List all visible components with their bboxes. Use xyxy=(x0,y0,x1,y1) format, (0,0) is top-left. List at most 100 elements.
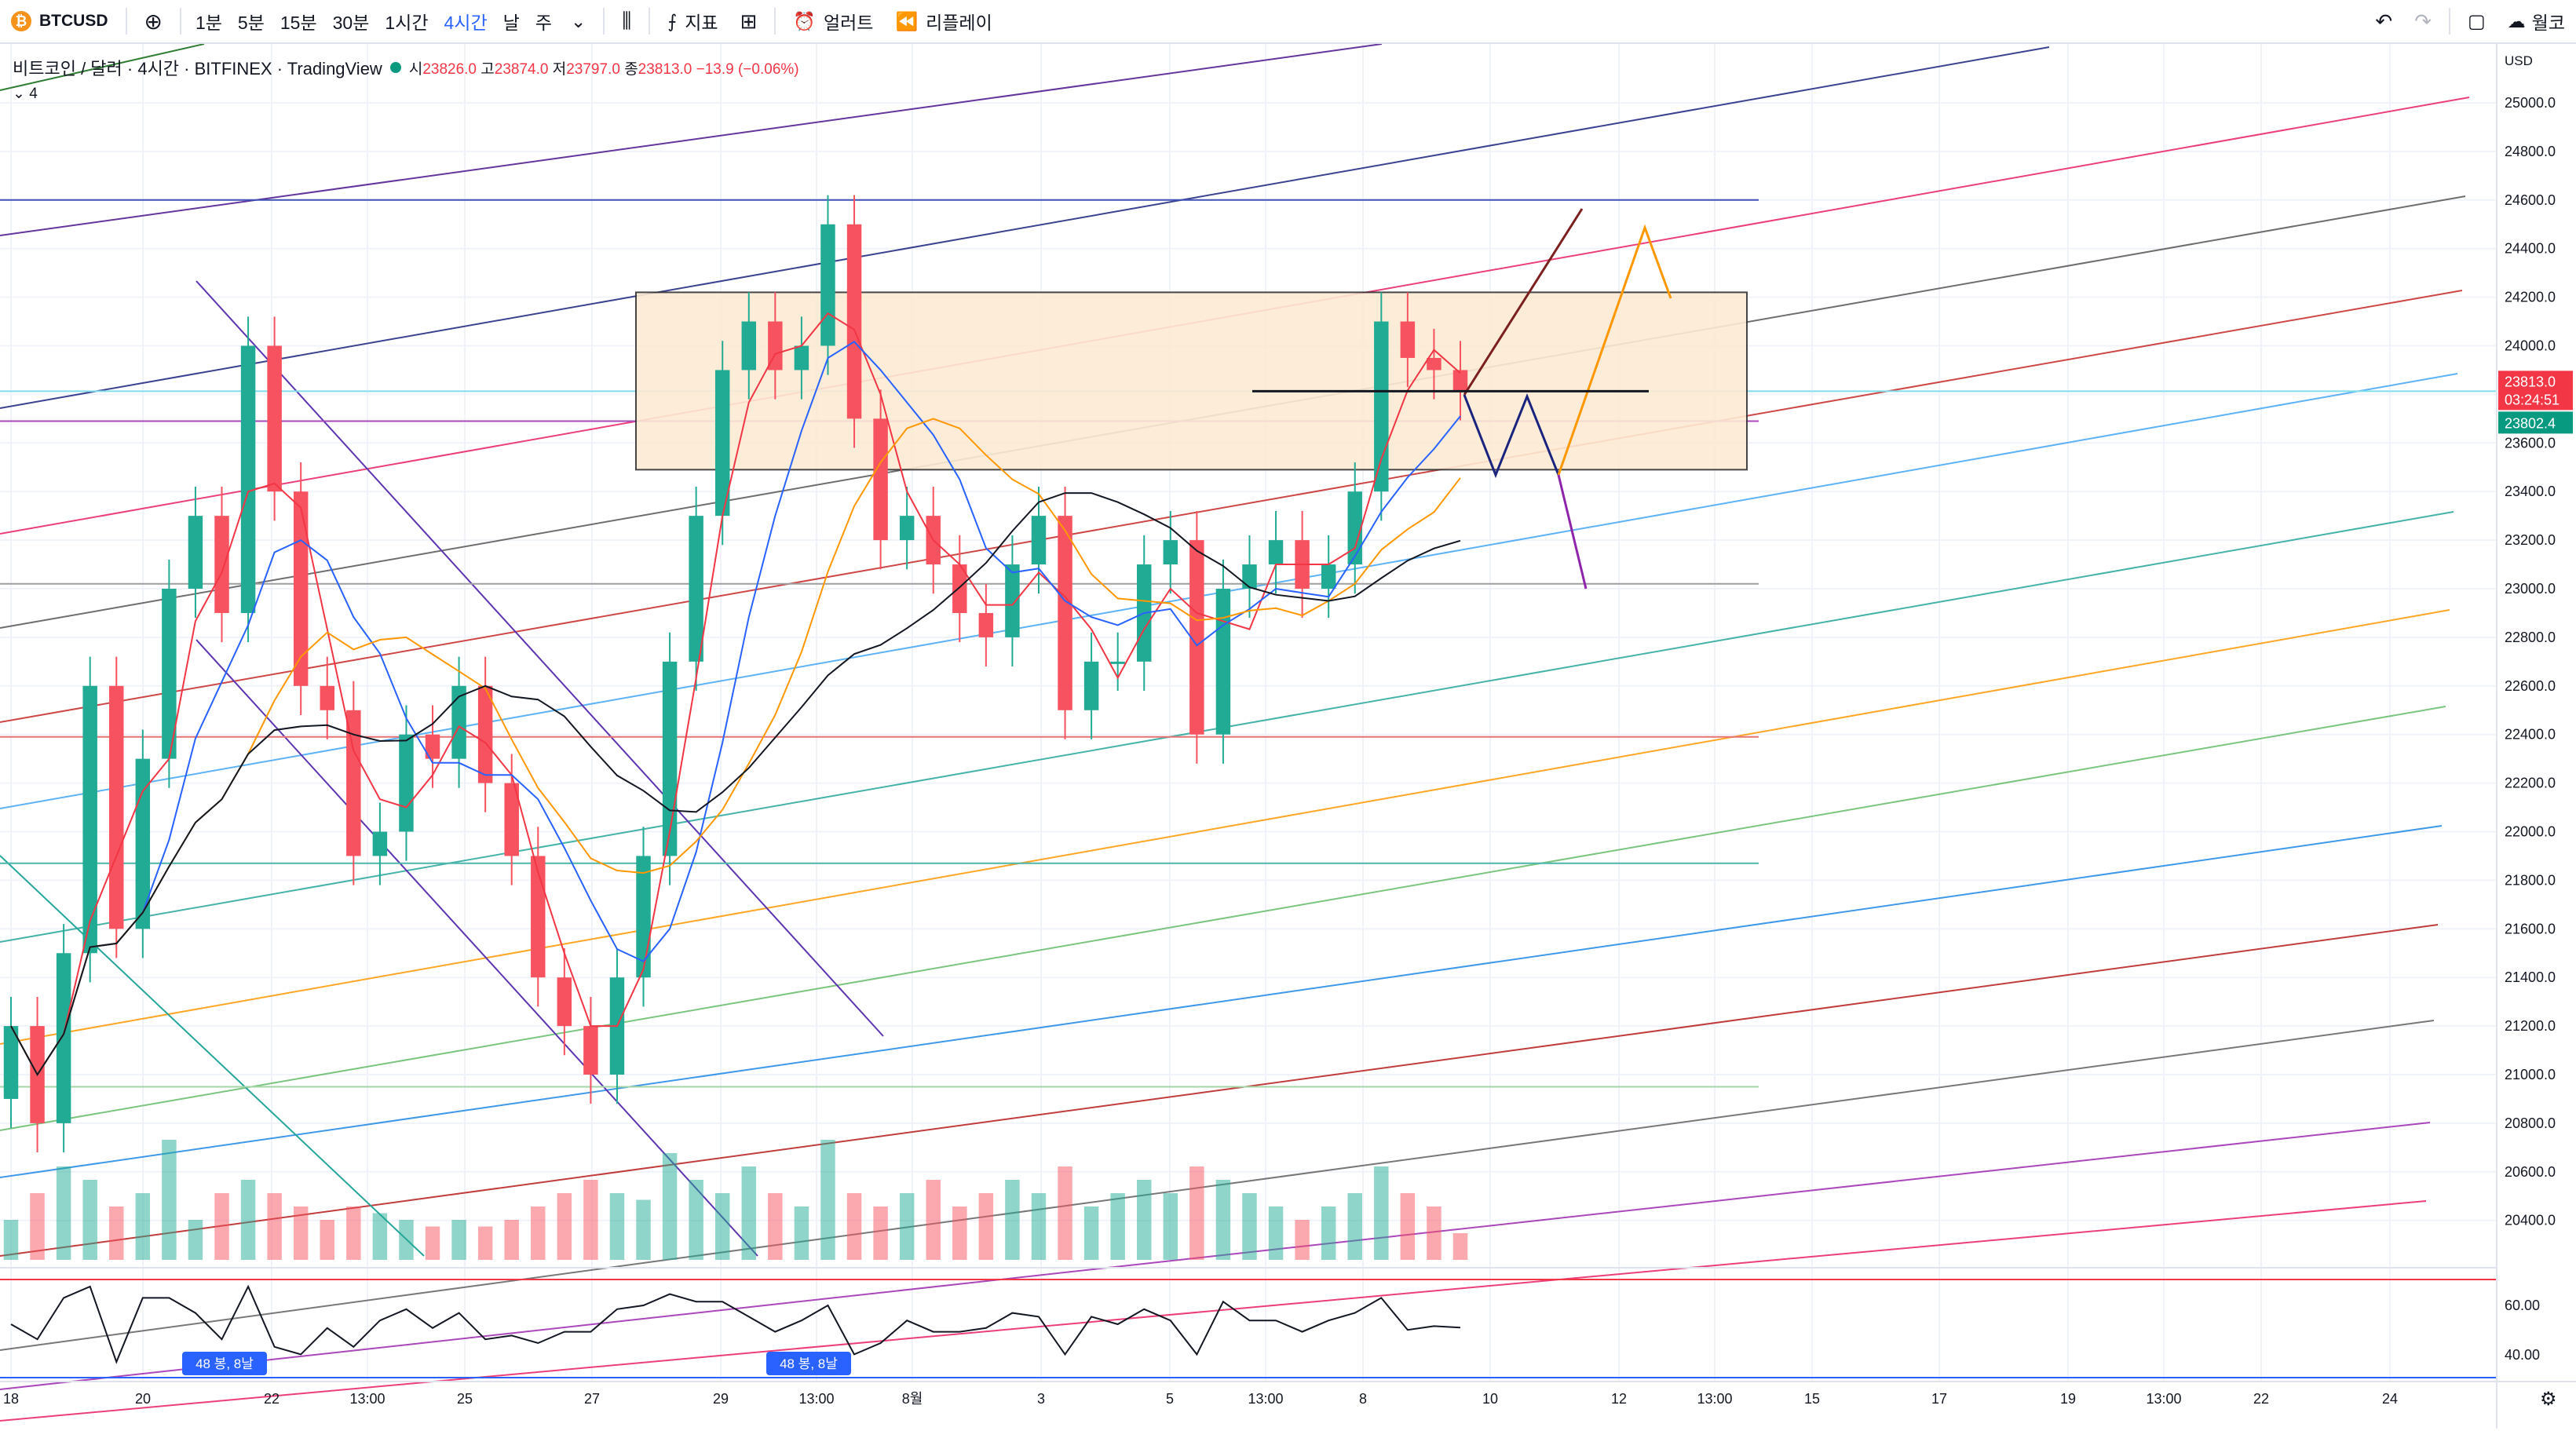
divider xyxy=(774,8,776,35)
timeframe-6[interactable]: 날 xyxy=(502,13,520,33)
volume-bar xyxy=(188,1220,203,1260)
timeframe-1[interactable]: 5분 xyxy=(237,13,265,33)
volume-bar xyxy=(583,1180,598,1260)
candle xyxy=(477,685,493,783)
replay-button[interactable]: ⏪ 리플레이 xyxy=(895,10,992,34)
volume-bar xyxy=(926,1180,941,1260)
candle xyxy=(188,516,203,589)
time-tick: 13:00 xyxy=(798,1391,834,1407)
market-status-icon xyxy=(389,62,401,73)
timeframe-2[interactable]: 15분 xyxy=(280,13,317,33)
volume-bar xyxy=(1031,1193,1047,1260)
volume-bar xyxy=(1163,1193,1178,1260)
settings-icon[interactable]: ⚙ xyxy=(2540,1389,2557,1410)
fullscreen-icon[interactable]: ▢ xyxy=(2467,10,2486,32)
moving-average-blue xyxy=(10,341,1461,1076)
timeframe-0[interactable]: 1분 xyxy=(195,13,222,33)
price-tick: 23400.0 xyxy=(2505,484,2556,499)
volume-bar xyxy=(399,1220,414,1260)
price-tick: 24600.0 xyxy=(2505,192,2556,208)
projection-path-0 xyxy=(1463,208,1584,396)
candle xyxy=(1215,589,1231,735)
candle xyxy=(1452,370,1468,392)
candle xyxy=(820,224,835,346)
volume-bar xyxy=(504,1220,519,1260)
timeframe-4[interactable]: 1시간 xyxy=(385,13,429,33)
volume-bar xyxy=(1427,1206,1441,1260)
chart-type-icon[interactable]: ⫼ xyxy=(622,9,632,32)
symbol-button[interactable]: ₿ BTCUSD xyxy=(0,11,119,31)
indicator-count[interactable]: ⌄ 4 xyxy=(13,86,38,102)
projection-path-1 xyxy=(1463,392,1560,479)
time-tick: 25 xyxy=(457,1391,473,1407)
candle xyxy=(846,224,862,419)
time-tick: 19 xyxy=(2060,1391,2076,1407)
alerts-button[interactable]: ⏰ 얼러트 xyxy=(793,10,874,34)
timeframe-dropdown-icon[interactable]: ⌄ xyxy=(570,10,586,31)
candle xyxy=(1163,540,1178,565)
timeframe-7[interactable]: 주 xyxy=(535,13,552,33)
indicators-button[interactable]: ⨍ 지표 xyxy=(667,10,718,34)
undo-icon[interactable]: ↶ xyxy=(2375,9,2393,33)
add-symbol-icon[interactable]: ⊕ xyxy=(144,9,163,34)
volume-bar xyxy=(557,1193,572,1260)
candle xyxy=(240,345,256,613)
indicators-icon: ⨍ xyxy=(667,10,678,31)
save-button[interactable]: ☁ 월코 xyxy=(2507,10,2565,34)
time-tick: 13:00 xyxy=(2146,1391,2181,1407)
candle xyxy=(1031,516,1047,565)
legend-change: −13.9 (−0.06%) xyxy=(696,60,799,78)
redo-icon[interactable]: ↷ xyxy=(2414,9,2432,33)
candle xyxy=(451,685,466,759)
price-tick: 21000.0 xyxy=(2505,1067,2556,1082)
price-axis-bg xyxy=(2497,44,2576,1382)
time-tick: 8 xyxy=(1359,1391,1367,1407)
trend-line-green-top xyxy=(0,44,205,91)
price-tick: 21400.0 xyxy=(2505,969,2556,985)
candle xyxy=(952,564,967,613)
last-price-value: 23813.0 xyxy=(2505,374,2556,389)
volume-bar xyxy=(1083,1206,1099,1260)
candle xyxy=(689,516,703,662)
replay-icon: ⏪ xyxy=(895,10,919,31)
candle xyxy=(162,589,177,759)
volume-bar xyxy=(1215,1180,1231,1260)
layout-icon[interactable]: ⊞ xyxy=(740,9,758,33)
time-tick: 29 xyxy=(713,1391,729,1407)
volume-bar xyxy=(1242,1193,1257,1260)
rsi-tick: 60.00 xyxy=(2505,1298,2540,1313)
price-tick: 21800.0 xyxy=(2505,872,2556,888)
time-tick: 8월 xyxy=(902,1391,923,1407)
volume-bar xyxy=(293,1206,309,1260)
range-box[interactable] xyxy=(635,291,1748,471)
volume-bar xyxy=(1295,1220,1310,1260)
volume-bar xyxy=(477,1226,493,1260)
candle xyxy=(504,783,519,856)
price-tick: 20400.0 xyxy=(2505,1213,2556,1228)
trend-line-0 xyxy=(0,44,1383,236)
time-tick: 24 xyxy=(2382,1391,2398,1407)
candle xyxy=(662,661,678,856)
candle xyxy=(3,1026,19,1099)
volume-bar xyxy=(372,1213,388,1260)
price-tick: 23600.0 xyxy=(2505,435,2556,451)
volume-bar xyxy=(162,1140,177,1260)
volume-bar xyxy=(3,1220,19,1260)
candle xyxy=(372,831,388,856)
candle xyxy=(109,685,124,929)
desc-line-teal xyxy=(0,855,425,1257)
volume-bar xyxy=(1110,1193,1125,1260)
price-chart[interactable]: 48 봉, 8날 48 봉, 8날 USD 25000.0 24800.0 24600.0… xyxy=(0,44,2576,1431)
trend-line-7 xyxy=(0,609,2450,1045)
volume-bar xyxy=(741,1166,757,1260)
timeframe-5[interactable]: 4시간 xyxy=(444,13,488,33)
candle xyxy=(1321,564,1336,589)
candle xyxy=(1189,540,1204,735)
chevron-down-icon: ⌄ xyxy=(13,86,25,102)
range-badge-label: 48 봉, 8날 xyxy=(780,1356,838,1371)
price-tick: 23000.0 xyxy=(2505,581,2556,597)
timeframe-3[interactable]: 30분 xyxy=(332,13,370,33)
cloud-check-icon: ☁ xyxy=(2507,10,2526,31)
price-tick: 24800.0 xyxy=(2505,144,2556,159)
volume-bar xyxy=(1321,1206,1336,1260)
